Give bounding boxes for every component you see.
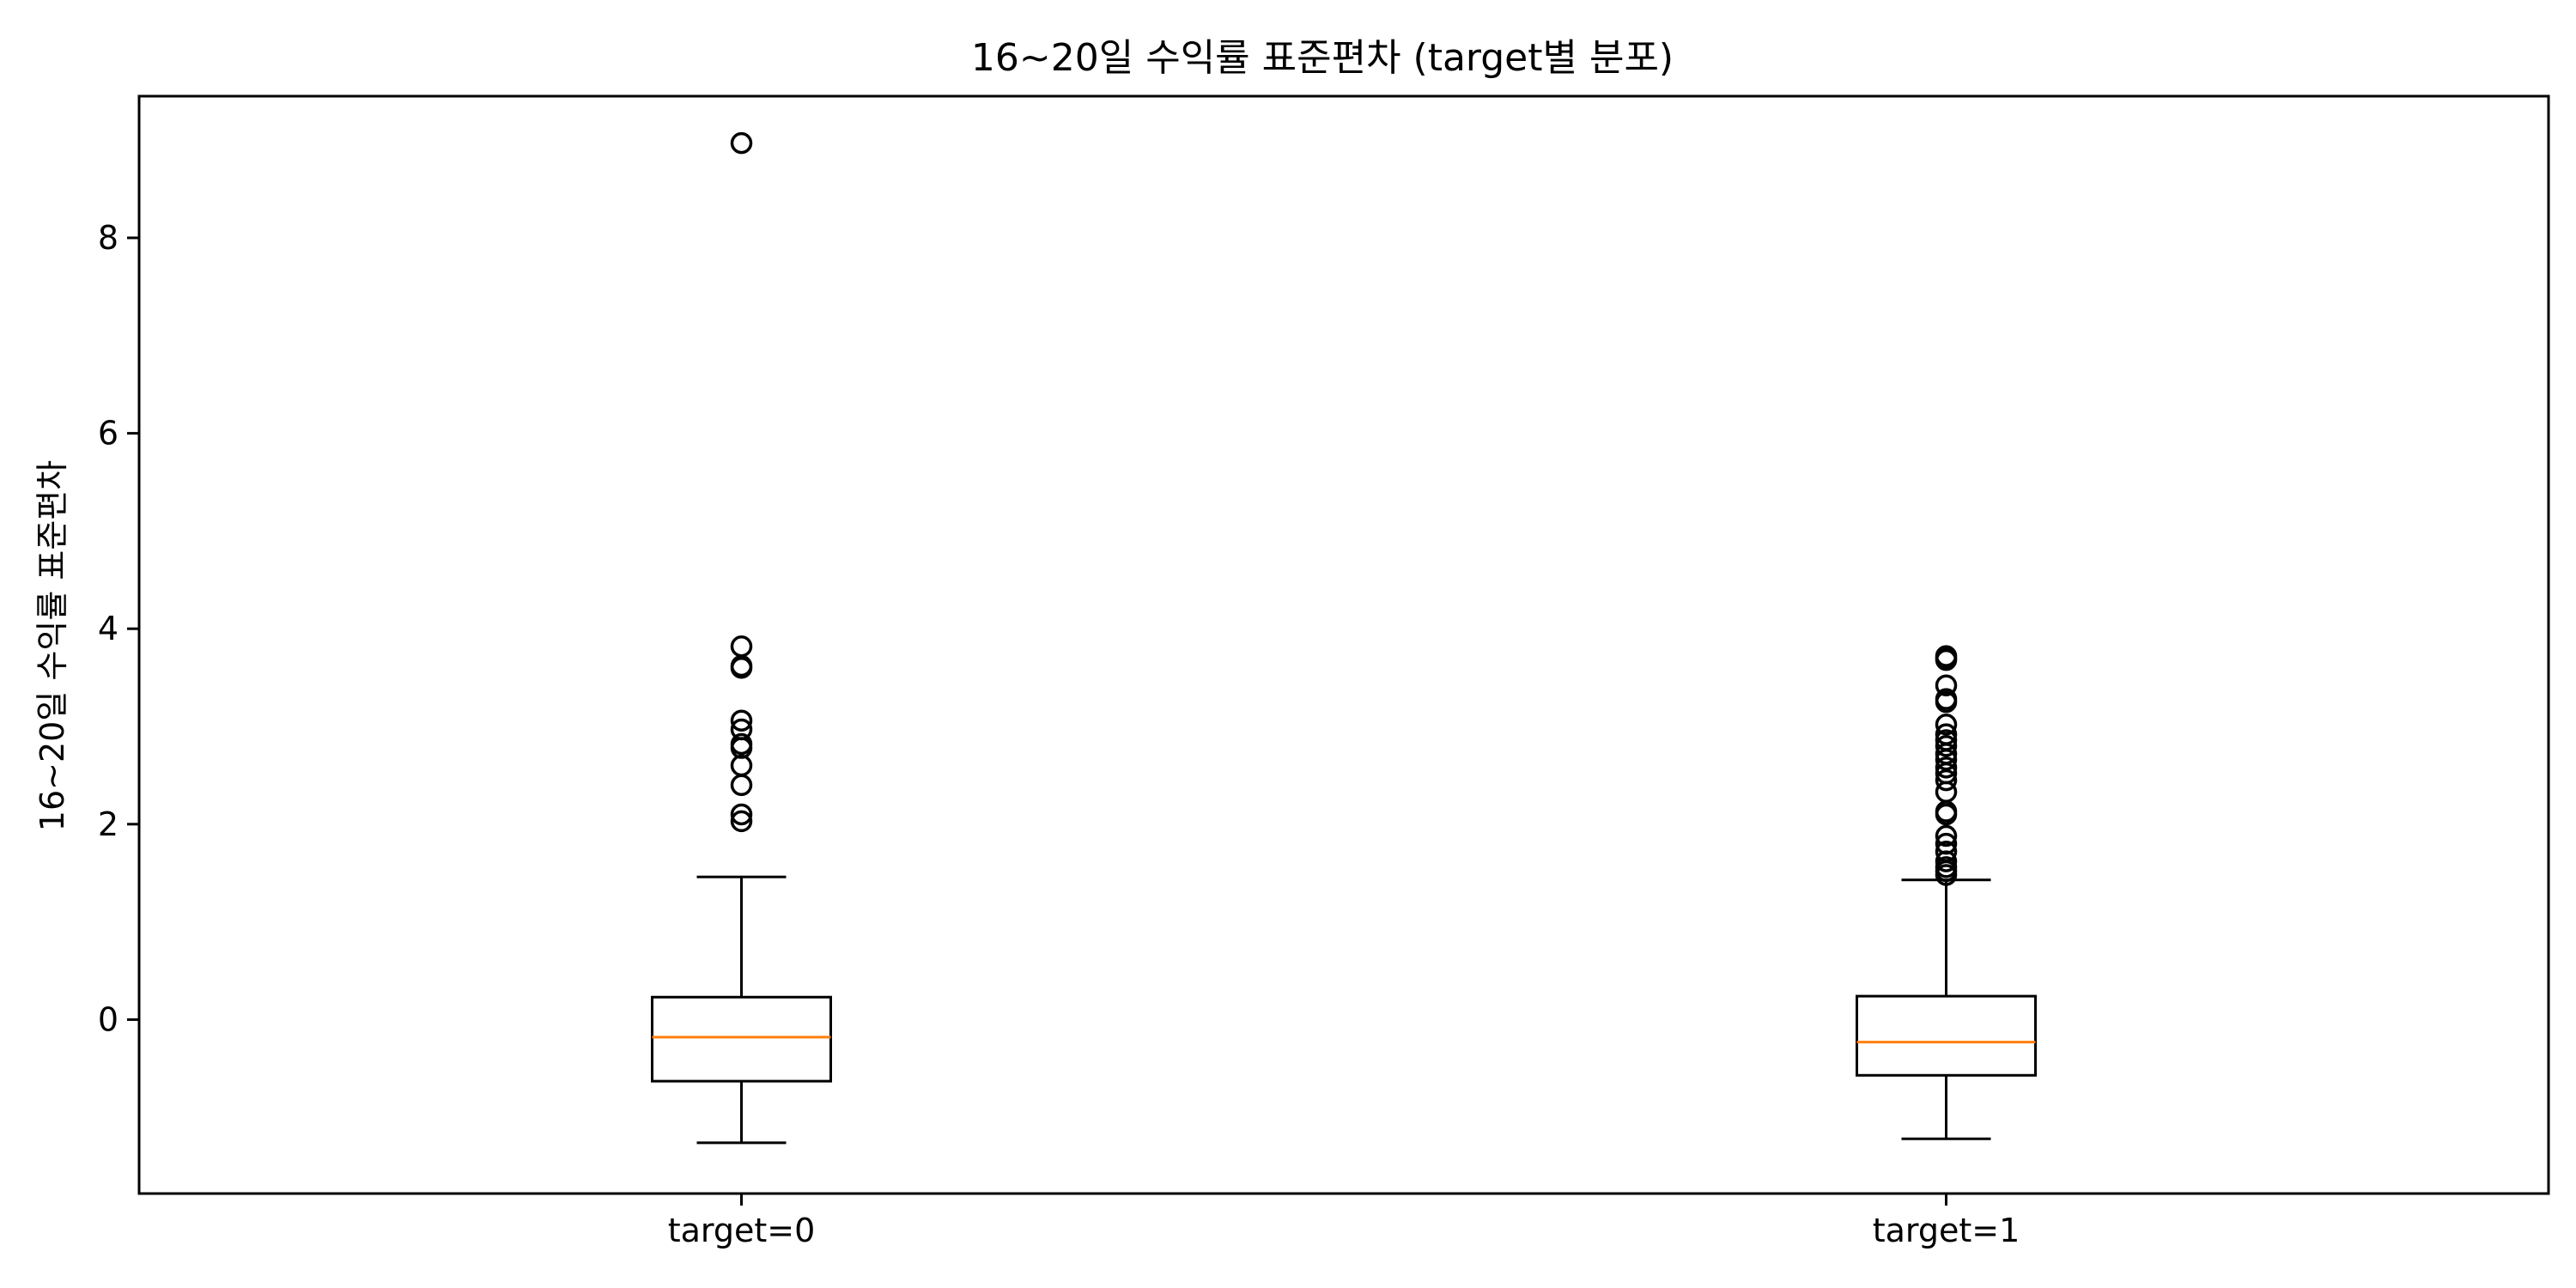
x-tick-label: target=0 (668, 1212, 816, 1249)
outlier-point (1935, 781, 1958, 804)
x-tick-label: target=1 (1873, 1212, 2020, 1249)
outlier-point (730, 656, 753, 679)
plot-frame (137, 94, 2550, 1195)
chart-title: 16~20일 수익률 표준편차 (target별 분포) (971, 36, 1674, 80)
y-axis-label: 16~20일 수익률 표준편차 (33, 460, 71, 831)
outlier-point (730, 754, 753, 777)
outlier-point (730, 774, 753, 797)
y-tick-label: 2 (98, 805, 118, 843)
outlier-point (1935, 850, 1958, 872)
outlier-point (1935, 690, 1958, 714)
outlier-point (1935, 756, 1958, 779)
outlier-point (1935, 864, 1958, 886)
outlier-point (1935, 748, 1958, 771)
outlier-point (1935, 713, 1958, 736)
outlier-point (730, 803, 753, 826)
outlier-point (1935, 674, 1958, 696)
outlier-point (1935, 735, 1958, 757)
outlier-point (730, 635, 753, 658)
y-tick-label: 4 (98, 610, 118, 647)
plot-area: 0 2 4 6 8 target=0 target=1 (98, 94, 2550, 1249)
iqr-box (651, 995, 832, 1083)
iqr-box (1856, 994, 2037, 1077)
outlier-point (1935, 648, 1958, 671)
outlier-point (1935, 769, 1958, 792)
y-tick-label: 6 (98, 415, 118, 453)
outlier-point (1935, 824, 1958, 848)
outlier-point (1935, 803, 1958, 826)
outlier-point (730, 810, 753, 833)
y-tick-label: 8 (98, 219, 118, 257)
y-tick-label: 0 (98, 1000, 118, 1038)
outlier-point (730, 709, 753, 732)
outlier-point (730, 131, 753, 155)
